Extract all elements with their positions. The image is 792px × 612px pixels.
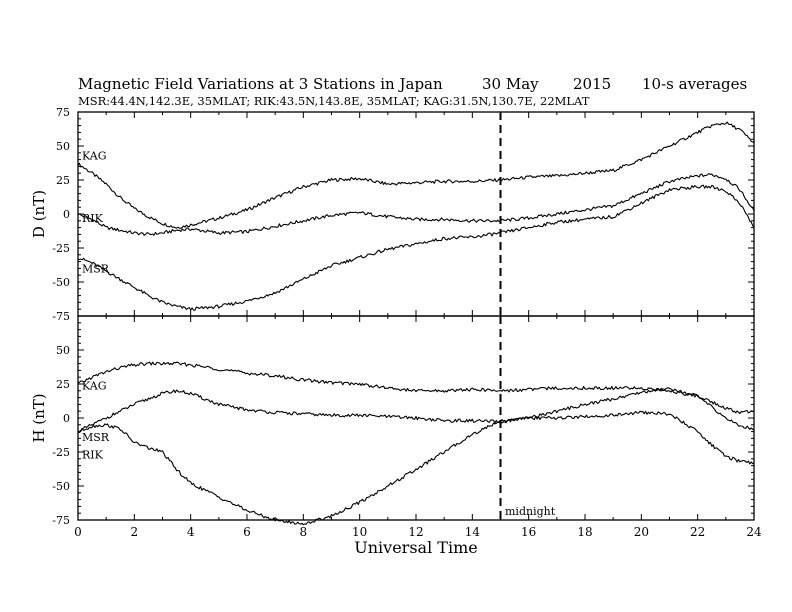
series-label-kag: KAG: [82, 379, 107, 392]
series-label-rik: RIK: [82, 449, 104, 462]
series-label-rik: RIK: [82, 212, 104, 225]
chart-averaging: 10-s averages: [642, 75, 747, 93]
series-line-msr: [77, 184, 755, 311]
y-tick-label: -50: [52, 276, 70, 289]
x-tick-label: 20: [634, 525, 649, 539]
x-tick-label: 0: [74, 525, 82, 539]
station-info: MSR:44.4N,142.3E, 35MLAT; RIK:43.5N,143.…: [78, 94, 590, 108]
y-tick-label: 75: [56, 106, 70, 119]
series-label-msr: MSR: [82, 431, 110, 444]
x-tick-label: 24: [746, 525, 762, 539]
x-tick-label: 6: [243, 525, 251, 539]
plot-frame: [77, 111, 755, 317]
x-tick-label: 12: [408, 525, 423, 539]
y-tick-label: -75: [52, 514, 70, 527]
x-tick-label: 2: [131, 525, 139, 539]
y-tick-label: -25: [52, 446, 70, 459]
x-tick-label: 8: [300, 525, 308, 539]
y-tick-label: 25: [56, 174, 70, 187]
x-tick-label: 10: [352, 525, 367, 539]
series-label-kag: KAG: [82, 150, 107, 163]
series-line-kag: [77, 121, 755, 229]
y-tick-label: 0: [63, 412, 70, 425]
x-tick-label: 16: [521, 525, 536, 539]
chart-title: Magnetic Field Variations at 3 Stations …: [78, 75, 443, 93]
y-tick-label: -75: [52, 310, 70, 323]
y-tick-label: 25: [56, 378, 70, 391]
y-tick-label: 50: [56, 140, 70, 153]
series-line-msr: [77, 410, 755, 526]
y-tick-label: -50: [52, 480, 70, 493]
y-tick-label: -25: [52, 242, 70, 255]
series-line-rik: [77, 387, 755, 434]
y-axis-label: D (nT): [30, 190, 48, 238]
series-line-rik: [77, 173, 755, 236]
x-tick-label: 18: [577, 525, 592, 539]
y-tick-label: 0: [63, 208, 70, 221]
chart-date: 30 May: [482, 75, 539, 93]
x-tick-label: 14: [465, 525, 481, 539]
plot-frame: [77, 315, 755, 521]
x-axis-label: Universal Time: [354, 538, 477, 557]
y-axis-label: H (nT): [30, 393, 48, 442]
y-tick-label: 50: [56, 344, 70, 357]
d-component-panel: -75 -50 -25 0 25 50 75 D (nT) KAG RIK MSR: [30, 106, 755, 323]
midnight-label: midnight: [505, 505, 556, 518]
x-tick-label: 4: [187, 525, 195, 539]
chart-year: 2015: [573, 75, 611, 93]
series-label-msr: MSR: [82, 262, 110, 275]
x-tick-label: 22: [690, 525, 705, 539]
series-line-kag: [77, 361, 755, 415]
